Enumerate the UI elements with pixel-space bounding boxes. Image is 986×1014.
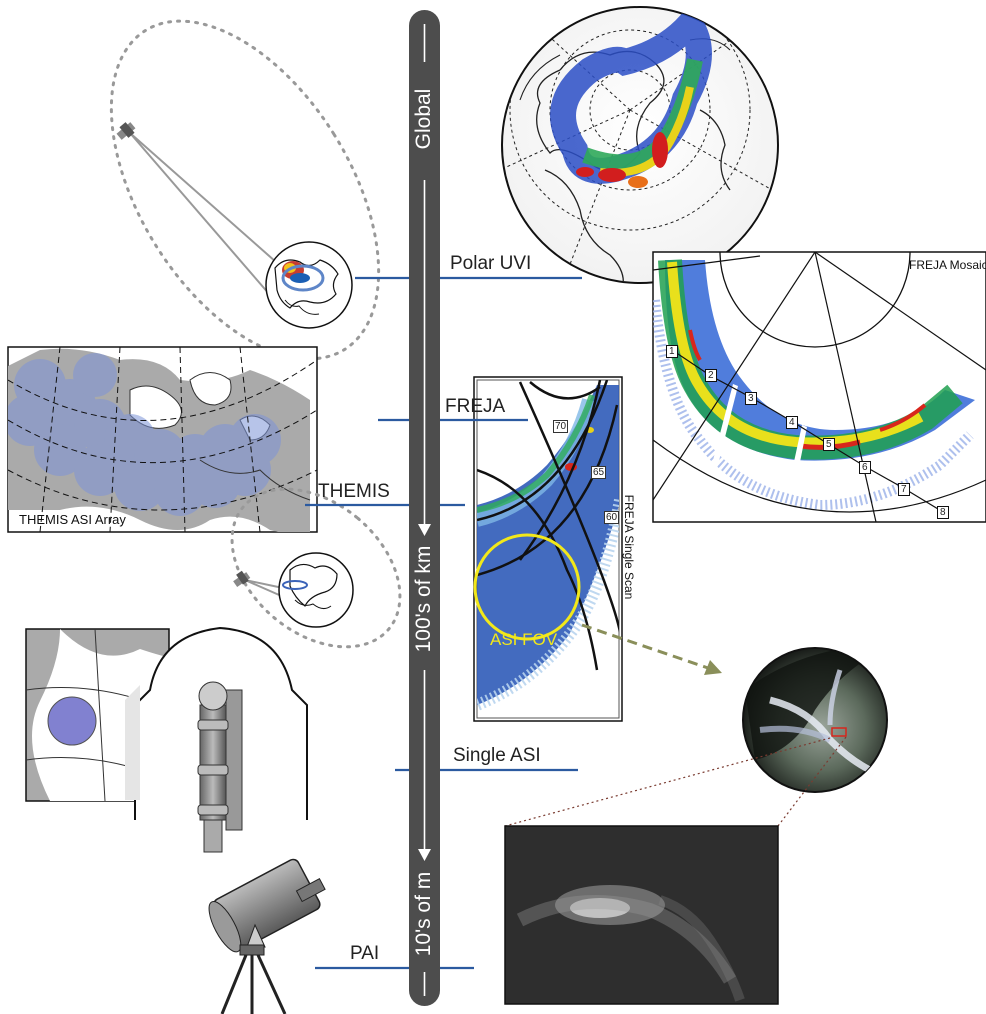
themis-label: THEMIS [318, 481, 390, 502]
freja-single-scan-panel [473, 376, 623, 722]
themis-asi-array-panel [7, 346, 318, 533]
small-earth-globe [265, 241, 353, 329]
polar-uvi-label: Polar UVI [450, 253, 532, 274]
themis-satellite-icon [233, 570, 251, 588]
pai-telescope [208, 858, 326, 1014]
scale-100s-km-label: 100's of km [412, 545, 435, 653]
asi-camera [197, 681, 243, 853]
mosaic-marker-2: 2 [705, 369, 717, 382]
freja-mosaic-panel [652, 251, 986, 523]
fov-arrow [581, 623, 722, 675]
mosaic-marker-6: 6 [859, 461, 871, 474]
polar-orbit [109, 19, 381, 361]
mosaic-marker-4: 4 [786, 416, 798, 429]
pai-image [504, 825, 779, 1005]
polar-uvi-globe [501, 6, 779, 284]
freja-label: FREJA [445, 396, 506, 417]
freja-single-scan-label: FREJA Single Scan [622, 494, 636, 600]
themis-earth-globe [278, 552, 354, 628]
mosaic-marker-5: 5 [823, 438, 835, 451]
mosaic-marker-7: 7 [898, 483, 910, 496]
auroral-oval [550, 7, 712, 188]
all-sky-image [742, 647, 888, 793]
scale-bar [409, 10, 440, 1006]
scale-10s-m-label: 10's of m [412, 871, 435, 957]
single-asi-label: Single ASI [453, 745, 541, 766]
asi-fov-circle [473, 533, 581, 641]
pai-label: PAI [350, 943, 380, 964]
latitude-label-70: 70 [553, 420, 569, 433]
asi-fov-label: ASI FOV [490, 630, 558, 649]
latitude-label-60: 60 [604, 511, 620, 524]
mosaic-marker-8: 8 [937, 506, 949, 519]
themis-orbit [230, 487, 402, 649]
themis-array-label: THEMIS ASI Array [19, 512, 126, 527]
mosaic-marker-3: 3 [745, 392, 757, 405]
mosaic-marker-1: 1 [666, 345, 678, 358]
scale-global-label: Global [412, 88, 435, 150]
freja-mosaic-label: FREJA Mosaic [909, 258, 986, 272]
latitude-label-65: 65 [591, 466, 607, 479]
satellite-icon [116, 122, 136, 140]
